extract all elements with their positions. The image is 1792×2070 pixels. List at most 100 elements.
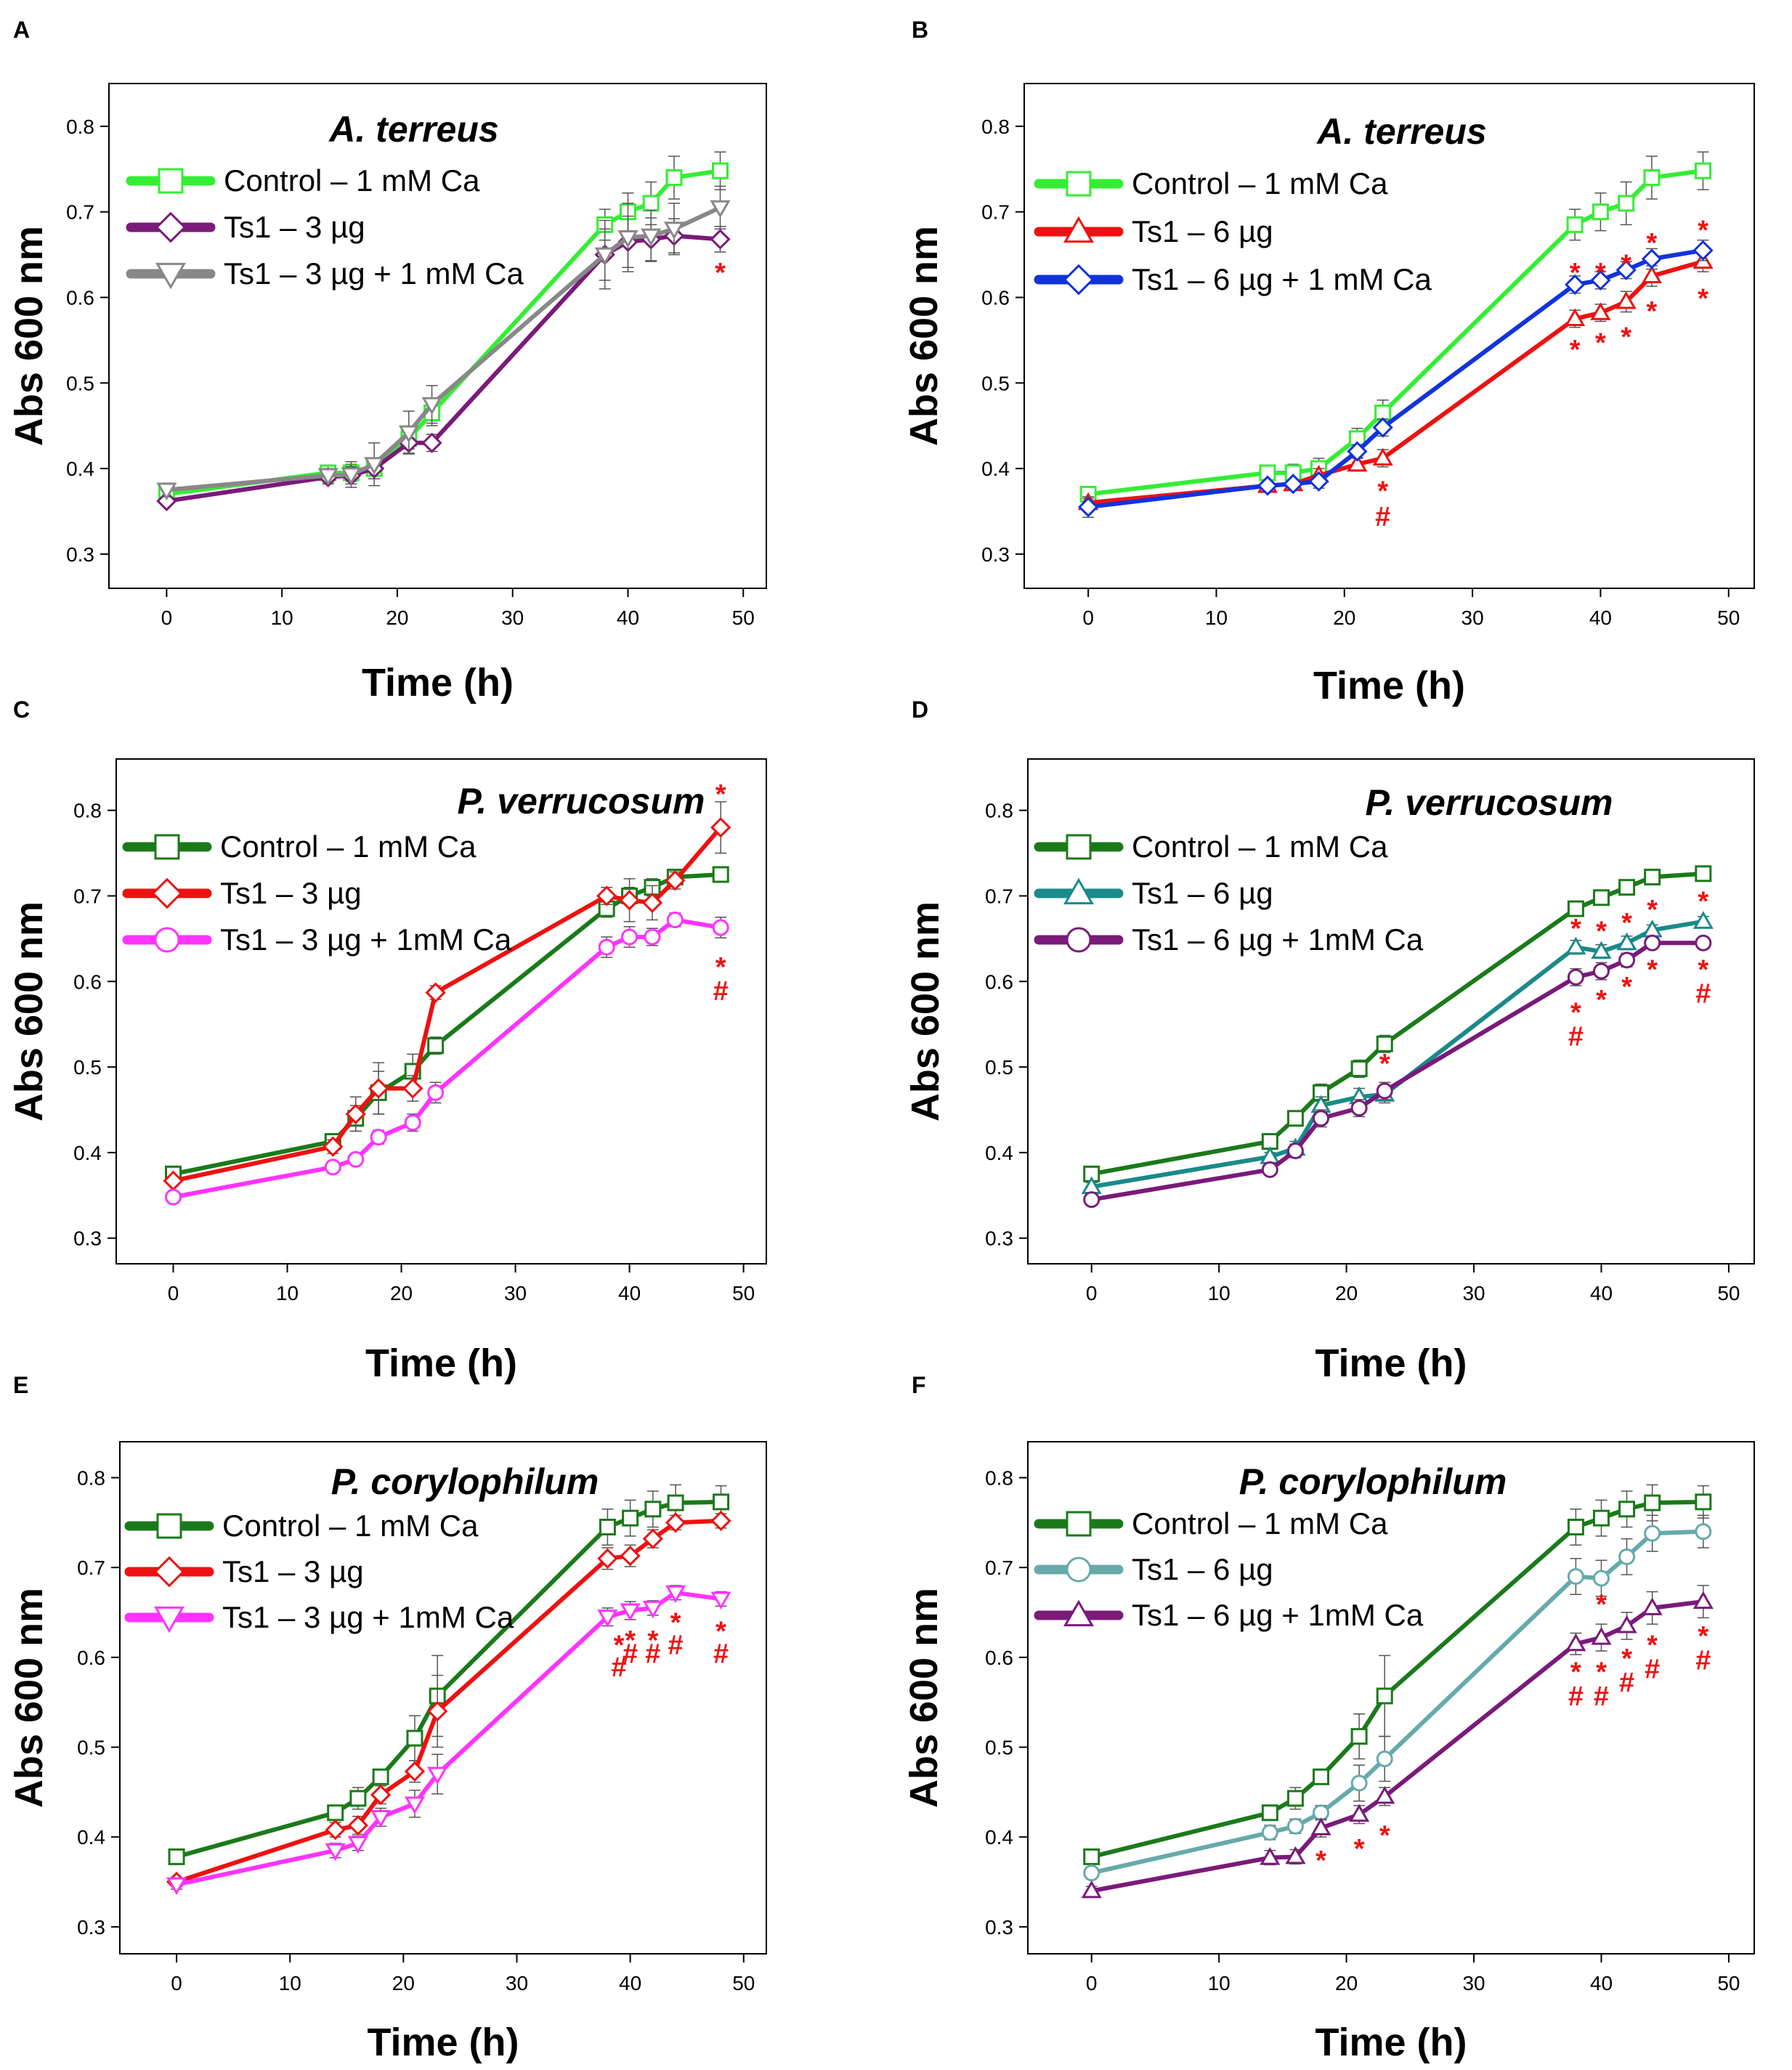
data-point — [1372, 417, 1393, 438]
x-tick-label: 30 — [504, 1282, 527, 1304]
data-point — [665, 169, 683, 187]
legend-label: Control – 1 mM Ca — [1132, 829, 1388, 864]
x-tick-label: 30 — [1462, 1972, 1485, 1994]
data-point — [1347, 441, 1368, 462]
significance-hash: # — [1645, 1655, 1660, 1685]
legend-marker — [156, 1513, 182, 1539]
series-line — [172, 872, 721, 1177]
data-point — [1591, 1627, 1612, 1645]
series-3 — [165, 911, 729, 1206]
data-point — [641, 228, 662, 247]
x-tick-label: 20 — [1335, 1282, 1358, 1304]
data-point — [1592, 1570, 1610, 1587]
data-point — [1083, 1864, 1100, 1882]
panel-letter: E — [13, 1372, 28, 1398]
data-point — [663, 222, 685, 240]
significance-star: * — [1698, 886, 1708, 917]
x-tick-label: 40 — [617, 606, 639, 629]
data-point — [402, 1078, 423, 1099]
legend-label: Ts1 – 6 µg — [1132, 1552, 1273, 1586]
data-point — [1567, 1519, 1584, 1535]
legend-marker — [154, 1606, 185, 1633]
significance-star: * — [1698, 955, 1708, 986]
data-point — [364, 457, 385, 475]
data-point — [1565, 274, 1586, 295]
significance-star: * — [1596, 985, 1607, 1015]
significance-star: * — [1596, 1657, 1607, 1687]
significance-star: * — [715, 258, 726, 288]
data-point — [1350, 1774, 1368, 1792]
data-point — [598, 938, 615, 956]
x-axis-title: Time (h) — [367, 2021, 519, 2064]
data-point — [1565, 936, 1586, 955]
data-point — [345, 1103, 366, 1124]
legend-label: Ts1 – 3 µg — [222, 1554, 364, 1588]
data-point — [398, 425, 419, 444]
data-point — [1567, 1568, 1584, 1586]
y-tick-label: 0.8 — [73, 800, 102, 822]
legend-label: Ts1 – 3 µg — [220, 876, 362, 910]
legend-label: Ts1 – 6 µg — [1132, 214, 1273, 248]
data-point — [711, 162, 729, 179]
data-point — [621, 928, 638, 946]
x-tick-label: 0 — [1086, 1282, 1098, 1304]
legend-label: Ts1 – 3 µg — [224, 210, 365, 244]
data-point — [1644, 869, 1661, 886]
x-tick-label: 10 — [1208, 1972, 1231, 1994]
legend-label: Ts1 – 6 µg — [1132, 876, 1273, 910]
data-point — [1372, 447, 1393, 466]
x-tick-label: 40 — [1589, 606, 1612, 629]
x-tick-label: 10 — [276, 1282, 299, 1304]
significance-hash: # — [713, 976, 729, 1007]
data-point — [1644, 1525, 1661, 1542]
significance-hash: # — [1619, 1668, 1634, 1698]
panel-letter: B — [912, 17, 928, 43]
significance-star: * — [1379, 1821, 1390, 1851]
data-point — [710, 1510, 731, 1531]
significance-star: * — [1621, 322, 1631, 353]
chart-title: P. corylophilum — [331, 1461, 599, 1502]
data-point — [1078, 496, 1099, 518]
y-tick-label: 0.4 — [77, 1826, 105, 1848]
data-point — [712, 919, 729, 936]
y-tick-label: 0.4 — [985, 1826, 1013, 1848]
legend-label: Ts1 – 3 µg + 1mM Ca — [222, 1600, 514, 1634]
y-tick-label: 0.8 — [985, 1466, 1013, 1489]
data-point — [1592, 962, 1610, 980]
x-tick-label: 40 — [619, 1972, 641, 1994]
y-axis-title: Abs 600 nm — [904, 901, 947, 1121]
chart-panel-d: D 0.3 0.4 0.5 0.6 0.7 0.8 0 10 20 30 40 50 Time (h) Ab… — [904, 697, 1755, 1385]
legend-label: Control – 1 mM Ca — [220, 829, 477, 864]
data-point — [1692, 911, 1714, 929]
data-point — [1350, 1728, 1368, 1745]
plot-frame — [1023, 83, 1755, 589]
data-point — [1642, 1597, 1663, 1615]
data-point — [1310, 1817, 1331, 1835]
plot-frame — [119, 1441, 767, 1955]
y-tick-label: 0.8 — [985, 800, 1013, 822]
data-point — [1308, 471, 1329, 492]
data-point — [1616, 1615, 1637, 1633]
significance-star: * — [1377, 476, 1388, 507]
y-tick-label: 0.3 — [985, 1227, 1013, 1250]
series-1 — [165, 866, 729, 1182]
data-point — [1618, 1501, 1636, 1518]
panel-letter: F — [912, 1372, 926, 1398]
x-tick-label: 20 — [392, 1972, 415, 1994]
chart-title: P. verrucosum — [458, 781, 705, 821]
data-point — [1695, 865, 1712, 882]
x-tick-label: 10 — [1205, 606, 1228, 629]
y-tick-label: 0.7 — [66, 201, 94, 224]
legend-marker — [155, 262, 186, 290]
data-point — [617, 230, 638, 248]
y-tick-label: 0.3 — [66, 543, 94, 566]
data-point — [1313, 1768, 1330, 1785]
chart-panel-f: F 0.3 0.4 0.5 0.6 0.7 0.8 0 10 20 30 40 50 Time (h) Ab… — [902, 1372, 1755, 2064]
data-point — [1376, 1687, 1393, 1705]
data-point — [1618, 879, 1636, 896]
chart-title: P. verrucosum — [1366, 782, 1613, 823]
series-3 — [166, 1585, 731, 1896]
data-point — [710, 229, 731, 250]
chart-title: A. terreus — [328, 109, 498, 150]
data-point — [1376, 1082, 1393, 1100]
